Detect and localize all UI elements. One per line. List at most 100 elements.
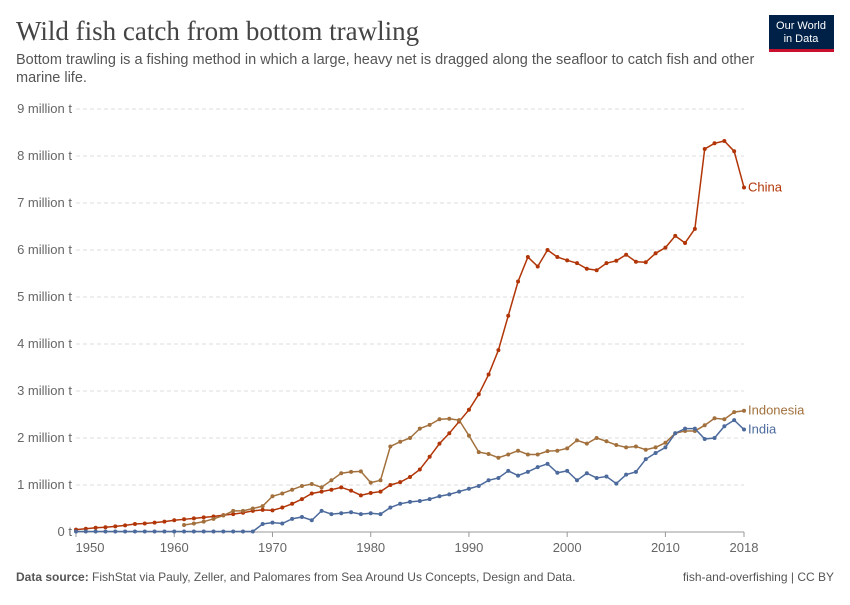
- data-point: [516, 448, 521, 453]
- data-point: [722, 417, 727, 422]
- data-point: [722, 138, 727, 143]
- data-point: [408, 475, 412, 480]
- data-point: [545, 461, 550, 466]
- series-label: China: [748, 179, 783, 194]
- series-label: India: [748, 422, 777, 437]
- data-point: [329, 487, 334, 492]
- data-point: [535, 264, 540, 269]
- y-tick-label: 3 million t: [17, 383, 72, 398]
- data-point: [368, 511, 373, 516]
- x-tick-label: 1950: [76, 540, 105, 555]
- data-point: [447, 431, 452, 436]
- data-point: [162, 519, 167, 524]
- data-point: [516, 473, 521, 478]
- data-point: [633, 444, 638, 449]
- data-point: [211, 529, 216, 534]
- data-point: [270, 520, 275, 525]
- data-point: [221, 529, 226, 534]
- data-point: [280, 491, 285, 496]
- data-point: [132, 522, 137, 527]
- chart-title: Wild fish catch from bottom trawling: [16, 16, 419, 46]
- data-point: [231, 512, 236, 517]
- data-point: [388, 483, 393, 487]
- data-point: [457, 489, 462, 494]
- data-point: [633, 259, 638, 264]
- data-point: [565, 446, 570, 451]
- data-point: [447, 492, 452, 497]
- data-point: [388, 505, 393, 510]
- data-point: [496, 455, 501, 460]
- data-point: [191, 529, 196, 534]
- data-point: [280, 505, 285, 510]
- x-tick-label: 2000: [553, 540, 582, 555]
- logo-text: in Data: [784, 33, 820, 45]
- data-point: [624, 472, 629, 477]
- data-point: [594, 268, 599, 273]
- data-point: [378, 489, 383, 494]
- data-point: [417, 467, 422, 472]
- data-point: [584, 441, 589, 446]
- data-point: [290, 516, 295, 521]
- footer-source: Data source: FishStat via Pauly, Zeller,…: [16, 570, 575, 584]
- data-point: [614, 443, 619, 448]
- data-point: [732, 149, 737, 154]
- data-point: [103, 525, 108, 530]
- data-point: [152, 520, 157, 525]
- data-point: [486, 372, 491, 377]
- data-point: [604, 261, 609, 266]
- data-point: [594, 475, 599, 480]
- data-point: [683, 426, 688, 431]
- data-point: [358, 512, 363, 517]
- data-point: [575, 478, 579, 483]
- data-point: [231, 508, 236, 513]
- data-point: [142, 521, 147, 526]
- data-point: [358, 469, 363, 474]
- x-tick-label: 1970: [258, 540, 287, 555]
- data-point: [732, 418, 737, 423]
- x-tick-label: 1980: [356, 540, 385, 555]
- logo-bg: [769, 15, 834, 52]
- data-point: [270, 494, 275, 499]
- data-point: [93, 525, 98, 530]
- y-tick-label: 8 million t: [17, 148, 72, 163]
- footer-right: fish-and-overfishing | CC BY: [683, 570, 834, 584]
- data-point: [123, 529, 128, 534]
- data-point: [211, 516, 216, 521]
- data-point: [692, 426, 697, 431]
- data-point: [702, 423, 707, 428]
- data-point: [408, 499, 412, 504]
- data-point: [132, 529, 137, 534]
- data-point: [565, 468, 570, 473]
- logo-text: Our World: [776, 20, 826, 32]
- data-point: [182, 517, 187, 522]
- data-point: [653, 445, 658, 450]
- subtitle-box: Bottom trawling is a fishing method in w…: [16, 52, 754, 86]
- y-tick-label: 7 million t: [17, 195, 72, 210]
- data-point: [624, 445, 629, 450]
- y-tick-label: 0 t: [58, 524, 73, 539]
- data-point: [241, 529, 245, 534]
- y-tick-label: 6 million t: [17, 242, 72, 257]
- data-point: [565, 258, 570, 263]
- data-point: [742, 427, 746, 432]
- data-point: [191, 516, 196, 521]
- data-point: [201, 519, 206, 524]
- data-point: [663, 245, 668, 250]
- data-point: [584, 266, 589, 271]
- data-point: [417, 426, 422, 431]
- data-point: [368, 480, 373, 485]
- data-point: [270, 508, 275, 513]
- data-point: [260, 507, 265, 512]
- series-line: [183, 409, 745, 526]
- data-point: [250, 506, 255, 511]
- data-point: [604, 439, 609, 444]
- data-point: [260, 522, 265, 527]
- data-point: [162, 529, 167, 534]
- data-point: [643, 447, 648, 452]
- data-point: [692, 226, 697, 231]
- data-point: [702, 146, 707, 151]
- data-point: [555, 470, 560, 475]
- data-point: [525, 452, 530, 457]
- data-point: [172, 529, 177, 534]
- data-point: [319, 508, 324, 513]
